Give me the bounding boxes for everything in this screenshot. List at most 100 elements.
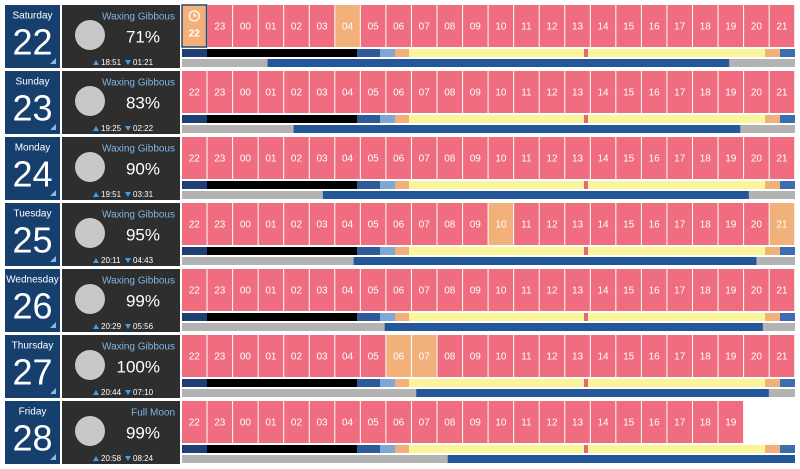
hour-label: 12: [546, 418, 558, 429]
hour-label: 02: [291, 286, 303, 297]
hour-label: 23: [214, 418, 226, 429]
rise-icon: [93, 390, 99, 395]
hour-label: 23: [214, 154, 226, 165]
hour-cell: [641, 137, 667, 179]
hour-cell: [309, 137, 335, 179]
twilight-band: [780, 181, 795, 189]
moon-bar-down: [293, 125, 741, 133]
hour-label: 22: [189, 418, 201, 429]
hour-label: 07: [419, 22, 431, 33]
hour-cell: [769, 71, 795, 113]
moon-bar-down: [447, 455, 795, 463]
hour-label: 09: [470, 220, 482, 231]
hour-cell: [207, 401, 233, 443]
hour-label: 11: [521, 220, 532, 231]
twilight-band: [765, 49, 780, 57]
rise-icon: [93, 324, 99, 329]
hour-label: 00: [240, 22, 252, 33]
hour-label: 19: [725, 88, 737, 99]
date-box: [5, 71, 60, 134]
hour-cell: [360, 137, 386, 179]
hour-cell: [309, 401, 335, 443]
hour-cell: [667, 71, 692, 113]
hour-label: 13: [572, 418, 584, 429]
hour-cell: [463, 71, 488, 113]
hour-label: 05: [368, 154, 380, 165]
hour-label: 19: [725, 22, 737, 33]
hour-label: 02: [291, 352, 303, 363]
hour-cell: [769, 137, 795, 179]
rise-icon: [93, 126, 99, 131]
moon-bar-down: [384, 323, 763, 331]
noon-marker: [584, 313, 588, 321]
hour-label: 11: [521, 286, 532, 297]
hour-cell: [539, 137, 565, 179]
hour-label: 05: [368, 220, 380, 231]
twilight-band: [207, 115, 357, 123]
twilight-band: [182, 181, 207, 189]
phase: Full Moon: [131, 408, 175, 419]
twilight-band: [207, 379, 357, 387]
hour-cell: [667, 137, 692, 179]
rise-icon: [93, 192, 99, 197]
illumination: 95%: [126, 225, 160, 244]
weekday: Wednesday: [6, 275, 59, 286]
illumination: 99%: [126, 291, 160, 310]
hour-label: 18: [700, 220, 712, 231]
hour-cell: [718, 203, 744, 245]
hour-cell: [437, 401, 463, 443]
date-box: [5, 203, 60, 266]
moonset: 02:22: [133, 124, 154, 133]
hour-label: 01: [265, 352, 277, 363]
hour-cell: [718, 269, 744, 311]
phase: Waxing Gibbous: [102, 276, 175, 287]
hour-cell: [616, 5, 641, 47]
date: 26: [12, 286, 52, 327]
hour-cell: [693, 203, 718, 245]
hour-label: 18: [700, 22, 712, 33]
phase: Waxing Gibbous: [102, 78, 175, 89]
hour-label: 15: [623, 418, 635, 429]
hour-cell: [181, 4, 208, 48]
hour-cell: [539, 5, 565, 47]
hour-label: 22: [189, 29, 201, 40]
hour-cell: [437, 5, 463, 47]
moon-bar-down: [353, 257, 757, 265]
hour-label: 14: [598, 154, 610, 165]
hour-cell: [411, 5, 437, 47]
corner: [50, 454, 56, 460]
twilight-band: [182, 49, 207, 57]
hour-cell: [463, 401, 488, 443]
hour-cell: [616, 137, 641, 179]
twilight-band: [357, 313, 380, 321]
hour-label: 02: [291, 418, 303, 429]
hour-cell: [386, 5, 411, 47]
hour-label: 20: [751, 220, 763, 231]
hour-label: 10: [495, 154, 507, 165]
hour-label: 13: [572, 88, 584, 99]
moonset: 04:43: [133, 256, 154, 265]
twilight-band: [380, 445, 395, 453]
noon-marker: [584, 181, 588, 189]
hour-cell: [693, 5, 718, 47]
hour-label: 10: [495, 418, 507, 429]
moonrise: 19:25: [101, 124, 122, 133]
hour-label: 14: [598, 88, 610, 99]
hour-label: 01: [265, 220, 277, 231]
hour-label: 08: [444, 22, 456, 33]
corner: [50, 322, 56, 328]
hour-label: 13: [572, 286, 584, 297]
moonset: 01:21: [133, 58, 154, 67]
hour-cell: [514, 401, 539, 443]
hour-label: 23: [214, 352, 226, 363]
hour-label: 16: [649, 286, 661, 297]
hour-label: 08: [444, 154, 456, 165]
weekday: Tuesday: [14, 209, 52, 220]
twilight-band: [380, 115, 395, 123]
hour-cell: [233, 335, 258, 377]
hour-label: 21: [776, 154, 788, 165]
corner: [50, 256, 56, 262]
hour-label: 04: [342, 220, 354, 231]
hour-label: 07: [419, 352, 431, 363]
hour-label: 07: [419, 154, 431, 165]
